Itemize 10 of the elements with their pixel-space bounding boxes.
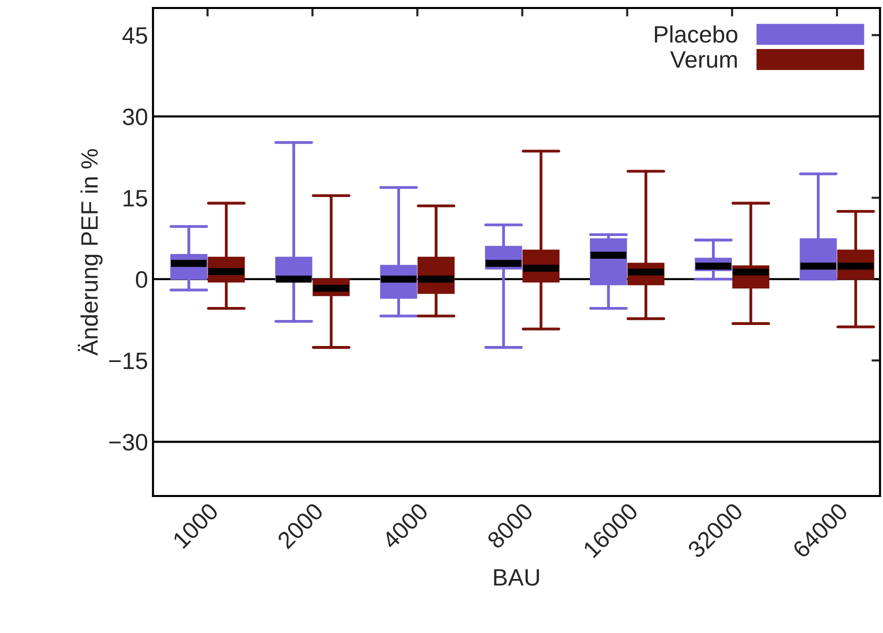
legend-label: Placebo xyxy=(654,25,738,43)
y-tick-label: 45 xyxy=(122,27,148,44)
y-axis-title: Änderung PEF in % xyxy=(78,149,103,356)
x-axis-title: BAU xyxy=(494,569,539,586)
y-tick-label: 30 xyxy=(122,108,148,126)
legend-label: Verum xyxy=(670,51,737,68)
y-tick-label: 0 xyxy=(136,271,148,288)
y-tick-label: −30 xyxy=(109,434,148,451)
y-tick-label: −15 xyxy=(109,352,148,370)
y-tick-label: 15 xyxy=(124,190,148,207)
